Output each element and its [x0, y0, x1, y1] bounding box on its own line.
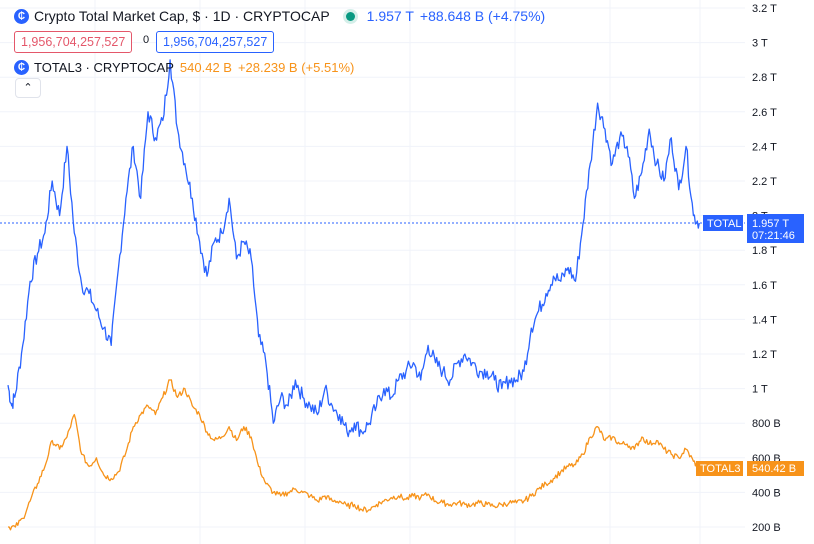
y-tick-label: 1.4 T [752, 314, 777, 326]
total3-value-text: 540.42 B [752, 463, 796, 475]
collapse-legend-button[interactable]: ⌃ [15, 78, 41, 98]
price-axis[interactable]: 3.2 T3 T2.8 T2.6 T2.4 T2.2 T2 T1.8 T1.6 … [752, 3, 781, 534]
total3-value-tag [747, 461, 804, 476]
total-value-tag [747, 214, 804, 243]
series-lines [7, 59, 700, 531]
y-tick-label: 1.6 T [752, 280, 777, 292]
total-countdown-text: 07:21:46 [752, 230, 795, 242]
y-tick-label: 2.2 T [752, 176, 777, 188]
y-tick-label: 3 T [752, 38, 768, 50]
grid [0, 0, 745, 544]
secondary-series-value: 540.42 B [179, 60, 232, 75]
y-tick-label: 2.6 T [752, 107, 777, 119]
total3-label-text: TOTAL3 [700, 463, 741, 475]
main-series-legend[interactable]: ₵ Crypto Total Market Cap, $ · 1D · CRYP… [14, 8, 545, 24]
total3-label-tag [696, 461, 743, 476]
main-series-value: 1.957 T [366, 8, 414, 24]
main-series-change: +88.648 B (+4.75%) [419, 8, 546, 24]
crypto-logo-icon: ₵ [14, 8, 29, 24]
market-status-icon [345, 11, 355, 21]
series-line-total3 [8, 379, 700, 531]
y-tick-label: 2.8 T [752, 72, 777, 84]
y-tick-label: 200 B [752, 522, 781, 534]
total-label-tag [703, 215, 743, 231]
crypto-logo-icon: ₵ [14, 60, 29, 75]
spread-value: 0 [143, 34, 150, 46]
chevron-up-icon: ⌃ [23, 82, 33, 94]
main-series-title: Crypto Total Market Cap, $ · 1D · CRYPTO… [34, 8, 330, 24]
y-tick-label: 400 B [752, 487, 781, 499]
y-tick-label: 1.8 T [752, 245, 777, 257]
buy-price-box[interactable]: 1,956,704,257,527 [156, 31, 275, 53]
y-tick-label: 800 B [752, 418, 781, 430]
y-tick-label: 1.2 T [752, 349, 777, 361]
series-line-total [7, 59, 700, 438]
secondary-series-change: +28.239 B (+5.51%) [237, 60, 355, 75]
y-tick-label: 3.2 T [752, 3, 777, 15]
secondary-series-title: TOTAL3 · CRYPTOCAP [34, 60, 174, 75]
total-label-text: TOTAL [707, 218, 741, 230]
y-tick-label: 2.4 T [752, 141, 777, 153]
price-tags: TOTAL 1.957 T 07:21:46 TOTAL3 540.42 B [696, 214, 804, 476]
secondary-series-legend[interactable]: ₵ TOTAL3 · CRYPTOCAP 540.42 B +28.239 B … [14, 60, 354, 75]
sell-price-box[interactable]: 1,956,704,257,527 [14, 31, 133, 53]
y-tick-label: 1 T [752, 384, 768, 396]
total-value-text: 1.957 T [752, 218, 789, 230]
